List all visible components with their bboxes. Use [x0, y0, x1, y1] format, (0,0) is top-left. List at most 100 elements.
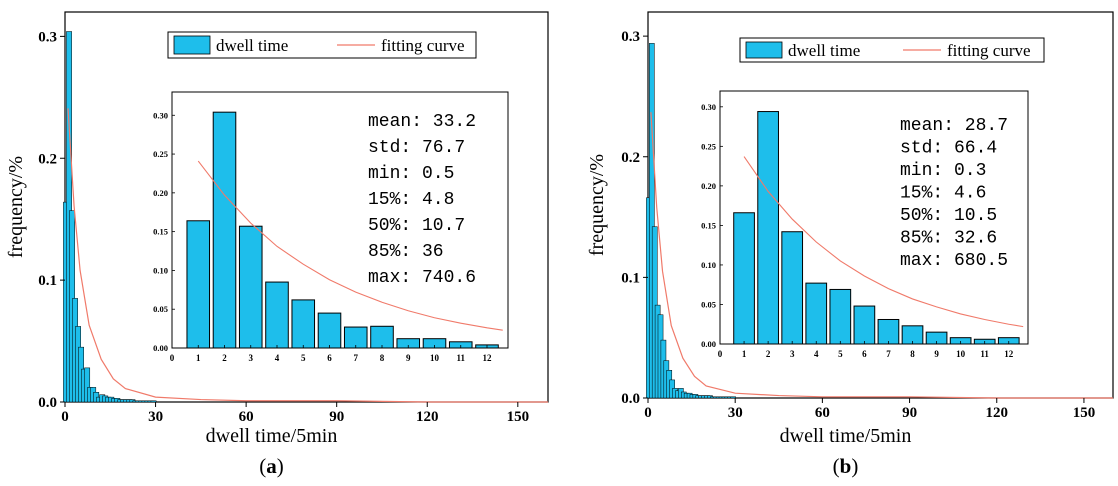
inset-x-tick-label: 12: [1004, 349, 1014, 359]
inset-x-tick-label: 3: [249, 353, 254, 363]
panel-label-open: (: [259, 454, 266, 478]
x-axis-label: dwell time/5min: [780, 425, 912, 447]
legend-bar-label: dwell time: [788, 41, 860, 60]
legend-line-label: fitting curve: [947, 41, 1031, 60]
y-tick-label: 0.0: [38, 395, 57, 411]
inset-stat-line: mean: 28.7: [900, 116, 1008, 136]
inset-bar: [265, 281, 289, 349]
x-tick-label: 120: [986, 405, 1009, 421]
panel-label: (a): [259, 454, 284, 478]
panel-label-letter: b: [840, 454, 852, 478]
inset-stat-line: 50%: 10.7: [368, 216, 465, 236]
inset-x-tick-label: 4: [814, 349, 819, 359]
inset-stat-line: min: 0.3: [900, 161, 986, 181]
panel-label-close: ): [851, 454, 858, 478]
y-tick-label: 0.2: [38, 151, 57, 167]
inset-x-tick-label: 2: [222, 353, 227, 363]
inset-y-tick-label: 0.15: [153, 227, 168, 237]
inset-x-tick-label: 3: [790, 349, 795, 359]
inset-x-tick-label: 9: [406, 353, 411, 363]
inset-y-tick-label: 0.30: [701, 102, 716, 112]
inset-stat-line: std: 76.7: [368, 138, 465, 158]
inset-x-tick-label: 6: [862, 349, 867, 359]
inset-bar: [829, 288, 852, 345]
inset-bar: [343, 326, 368, 349]
legend-box: [739, 37, 1045, 63]
legend-box: [167, 31, 477, 59]
inset-stat-line: 15%: 4.8: [368, 190, 454, 210]
y-tick-label: 0.1: [621, 270, 640, 286]
inset-bar: [238, 225, 263, 349]
inset-bar: [317, 312, 342, 349]
x-tick-label: 90: [329, 409, 344, 425]
x-tick-label: 120: [416, 409, 439, 425]
inset-x-tick-label: 5: [301, 353, 306, 363]
inset-x-tick-label: 7: [886, 349, 891, 359]
inset-bar: [186, 220, 211, 349]
y-tick-label: 0.1: [38, 273, 57, 289]
inset-x-tick-label: 1: [742, 349, 747, 359]
inset-y-tick-label: 0.20: [701, 181, 716, 191]
inset-y-tick-label: 0.00: [153, 343, 168, 353]
panel-label: (b): [833, 454, 859, 478]
inset-x-tick-label: 0: [170, 353, 175, 363]
panel-label-letter: a: [266, 454, 277, 478]
x-tick-label: 30: [728, 405, 743, 421]
inset-x-tick-label: 10: [956, 349, 966, 359]
inset-fitting-curve: [743, 156, 1024, 328]
inset-bar: [805, 282, 828, 345]
inset-bar: [733, 212, 755, 345]
x-tick-label: 0: [61, 409, 69, 425]
histogram-bar: [730, 396, 736, 399]
inset-bar: [291, 299, 316, 349]
inset-x-tick-label: 1: [196, 353, 201, 363]
x-tick-label: 90: [902, 405, 917, 421]
inset-x-tick-label: 6: [327, 353, 332, 363]
inset-bar: [370, 325, 394, 349]
fitting-curve: [67, 108, 548, 403]
inset-stat-line: mean: 33.2: [368, 112, 476, 132]
inset-y-tick-label: 0.05: [153, 304, 168, 314]
inset-stat-line: 85%: 36: [368, 242, 444, 262]
inset-bar: [757, 111, 779, 345]
inset-stat-line: max: 740.6: [368, 268, 476, 288]
inset-bar: [853, 305, 876, 345]
y-tick-label: 0.3: [38, 29, 57, 45]
legend-bar-label: dwell time: [216, 36, 288, 55]
inset-bar: [212, 111, 237, 349]
inset-stat-line: 85%: 32.6: [900, 229, 997, 249]
inset-y-tick-label: 0.15: [701, 220, 716, 230]
inset-x-tick-label: 2: [766, 349, 771, 359]
x-tick-label: 30: [148, 409, 163, 425]
x-tick-label: 60: [239, 409, 254, 425]
inset-x-tick-label: 7: [354, 353, 359, 363]
y-tick-label: 0.3: [621, 29, 640, 45]
inset-x-tick-label: 12: [483, 353, 493, 363]
histogram-bar: [649, 43, 655, 399]
inset-fitting-curve: [197, 160, 503, 331]
inset-x-tick-label: 11: [980, 349, 989, 359]
x-tick-label: 150: [507, 409, 530, 425]
legend-bar-swatch: [173, 35, 211, 55]
inset-stat-line: min: 0.5: [368, 164, 454, 184]
legend-bar-swatch: [745, 41, 783, 59]
inset-y-tick-label: 0.10: [153, 265, 168, 275]
inset-x-tick-label: 8: [380, 353, 385, 363]
inset-y-tick-label: 0.30: [153, 110, 168, 120]
y-axis-label: frequency/%: [586, 154, 608, 256]
inset-x-tick-label: 0: [718, 349, 723, 359]
inset-y-tick-label: 0.10: [701, 260, 716, 270]
y-tick-label: 0.2: [621, 150, 640, 166]
y-axis-label: frequency/%: [5, 156, 27, 258]
inset-x-tick-label: 8: [910, 349, 915, 359]
panel-label-close: ): [277, 454, 284, 478]
legend-line-label: fitting curve: [381, 36, 465, 55]
inset-x-tick-label: 10: [430, 353, 440, 363]
inset-stat-line: 15%: 4.6: [900, 184, 986, 204]
fitting-curve: [650, 112, 1113, 399]
inset-x-tick-label: 4: [275, 353, 280, 363]
y-tick-label: 0.0: [621, 391, 640, 407]
